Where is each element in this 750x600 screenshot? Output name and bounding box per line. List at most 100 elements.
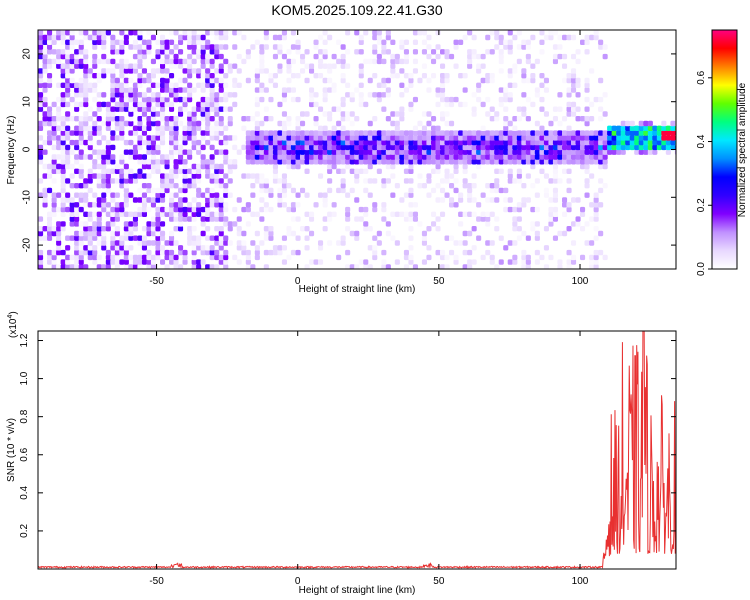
spectrogram-cell bbox=[593, 202, 599, 208]
spectrogram-cell bbox=[105, 249, 111, 256]
spectrogram-cell bbox=[227, 226, 233, 232]
spectrogram-cell bbox=[403, 192, 409, 198]
spectrogram-cell bbox=[150, 187, 156, 194]
spectrogram-cell bbox=[83, 178, 89, 184]
spectrogram-cell bbox=[187, 34, 193, 41]
spectrogram-cell bbox=[638, 139, 644, 146]
spectrogram-cell bbox=[128, 77, 134, 84]
spectrogram-cell bbox=[101, 168, 107, 174]
spectrogram-cell bbox=[580, 254, 586, 261]
spectrogram-cell bbox=[476, 159, 482, 165]
spectrogram-cell bbox=[358, 206, 364, 213]
spectrogram-cell bbox=[552, 44, 558, 50]
spectrogram-cell bbox=[164, 49, 170, 55]
spectrogram-cell bbox=[191, 226, 197, 232]
spectrogram-cell bbox=[634, 130, 640, 136]
spectrogram-cell bbox=[300, 53, 306, 60]
spectrogram-cell bbox=[146, 44, 152, 50]
colorbar-bar bbox=[711, 29, 738, 270]
spectrogram-cell bbox=[196, 187, 202, 194]
spectrogram-cell bbox=[571, 144, 577, 151]
spectrogram-cell bbox=[123, 197, 129, 203]
spectrogram-cell bbox=[417, 130, 423, 136]
spectrogram-cell bbox=[304, 264, 310, 269]
spectrogram-cell bbox=[336, 58, 342, 65]
spectrogram-cell bbox=[480, 159, 486, 165]
spectrogram-cell bbox=[42, 149, 48, 155]
spectrogram-cell bbox=[250, 173, 256, 179]
spectrogram-cell bbox=[548, 211, 554, 217]
spectrogram-cell bbox=[295, 73, 301, 79]
spectrogram-cell bbox=[390, 135, 396, 141]
spectrogram-cell bbox=[263, 178, 269, 184]
spectrogram-cell bbox=[593, 211, 599, 217]
spectrogram-cell bbox=[444, 53, 450, 60]
spectrogram-cell bbox=[56, 53, 62, 60]
spectrogram-cell bbox=[489, 240, 495, 246]
spectrogram-cell bbox=[453, 240, 459, 246]
spectrogram-cell bbox=[83, 116, 89, 122]
spectrogram-cell bbox=[548, 254, 554, 261]
spectrogram-cell bbox=[268, 206, 274, 213]
spectrogram-cell bbox=[110, 235, 116, 241]
spectrogram-cell bbox=[467, 58, 473, 65]
spectrogram-cell bbox=[390, 139, 396, 146]
spectrogram-cell bbox=[494, 178, 500, 184]
spectrogram-cell bbox=[381, 39, 387, 45]
spectrogram-cell bbox=[178, 106, 184, 112]
spectrogram-cell bbox=[516, 135, 522, 141]
spectrogram-cell bbox=[665, 135, 671, 141]
spectrogram-cell bbox=[200, 221, 206, 227]
spectrogram-cell bbox=[318, 240, 324, 246]
spectrogram-cell bbox=[227, 192, 233, 198]
spectrogram-cell bbox=[218, 259, 224, 265]
spectrogram-cell bbox=[385, 144, 391, 151]
spectrogram-cell bbox=[530, 63, 536, 69]
spectrogram-cell bbox=[128, 192, 134, 198]
spectrogram-cell bbox=[444, 144, 450, 151]
spectrogram-cell bbox=[580, 154, 586, 160]
spectrogram-cell bbox=[381, 216, 387, 222]
spectrogram-cell bbox=[408, 235, 414, 241]
spectrogram-cell bbox=[417, 221, 423, 227]
spectrogram-cell bbox=[223, 92, 229, 98]
spectrogram-cell bbox=[512, 206, 518, 213]
spectrogram-cell bbox=[110, 34, 116, 41]
spectrogram-cell bbox=[345, 116, 351, 122]
spectrogram-cell bbox=[313, 139, 319, 146]
spectrogram-cell bbox=[512, 144, 518, 151]
spectrogram-cell bbox=[516, 116, 522, 122]
spectrogram-cell bbox=[571, 130, 577, 136]
spectrogram-cell bbox=[227, 116, 233, 122]
spectrogram-cell bbox=[209, 173, 215, 179]
spectrogram-cell bbox=[101, 101, 107, 108]
spectrogram-cell bbox=[272, 249, 278, 256]
spectrogram-cell bbox=[209, 245, 215, 251]
spectrogram-cell bbox=[214, 226, 220, 232]
spectrogram-cell bbox=[209, 63, 215, 69]
spectrogram-cell bbox=[232, 82, 238, 88]
spectrogram-cell bbox=[530, 139, 536, 146]
spectrogram-cell bbox=[227, 106, 233, 112]
spectrogram-cell bbox=[110, 58, 116, 65]
spectrogram-cell bbox=[47, 249, 53, 256]
spectrogram-cell bbox=[119, 202, 125, 208]
spectrogram-cell bbox=[268, 139, 274, 146]
spectrogram-cell bbox=[300, 144, 306, 151]
spectrogram-cell bbox=[128, 92, 134, 98]
spectrogram-cell bbox=[187, 202, 193, 208]
spectrogram-cell bbox=[575, 82, 581, 88]
spectrogram-cell bbox=[232, 63, 238, 69]
spectrogram-cell bbox=[209, 73, 215, 79]
spectrogram-cell bbox=[209, 130, 215, 136]
spectrogram-cell bbox=[643, 144, 649, 151]
spectrogram-cell bbox=[51, 39, 57, 45]
spectrogram-cell bbox=[485, 154, 491, 160]
spectrogram-cell bbox=[431, 144, 437, 151]
spectrogram-cell bbox=[562, 149, 568, 155]
spectrogram-y-tick-label: 10 bbox=[22, 96, 33, 108]
spectrogram-cell bbox=[83, 101, 89, 108]
spectrogram-cell bbox=[187, 130, 193, 136]
spectrogram-cell bbox=[150, 254, 156, 261]
spectrogram-cell bbox=[173, 53, 179, 60]
